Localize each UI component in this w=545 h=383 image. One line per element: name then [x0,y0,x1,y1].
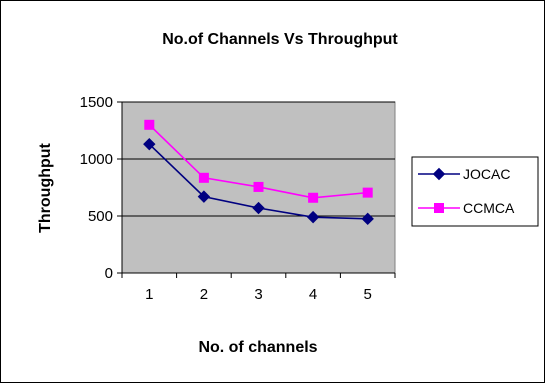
x-axis-ticks: 1 2 3 4 5 [121,272,396,303]
y-tick-label: 500 [88,208,113,225]
data-point [197,190,211,203]
y-axis-title: Throughput [37,142,54,232]
data-point [308,192,319,203]
x-axis-title: No. of channels [198,339,317,356]
data-point [253,181,264,192]
x-tick-label: 1 [145,286,153,303]
y-tick-label: 1000 [80,151,113,168]
data-point [198,172,209,183]
y-tick-label: 1500 [80,94,113,111]
data-point [362,187,373,198]
data-point [361,212,374,226]
y-tick-label: 0 [105,265,113,282]
legend-item-ccmca: CCMCA [418,200,515,216]
x-tick-label: 4 [309,286,317,303]
x-tick-label: 5 [364,286,372,303]
legend-marker [432,167,446,181]
series-jocac [143,137,374,226]
legend-item-jocac: JOCAC [418,166,510,182]
data-point [144,119,155,130]
x-tick-label: 2 [200,286,208,303]
y-axis-ticks: 0 500 1000 1500 [80,94,123,282]
gridlines [122,101,395,217]
data-point [306,210,320,224]
legend: JOCAC CCMCA [418,166,515,216]
legend-box [411,156,539,227]
legend-label: CCMCA [463,200,515,216]
series-ccmca [144,119,373,203]
legend-label: JOCAC [463,166,510,182]
data-point [252,201,265,215]
chart-title: No.of Channels Vs Throughput [162,31,398,48]
legend-marker [434,203,444,213]
data-point [143,137,156,151]
x-tick-label: 3 [254,286,262,303]
series-layer [143,119,374,226]
